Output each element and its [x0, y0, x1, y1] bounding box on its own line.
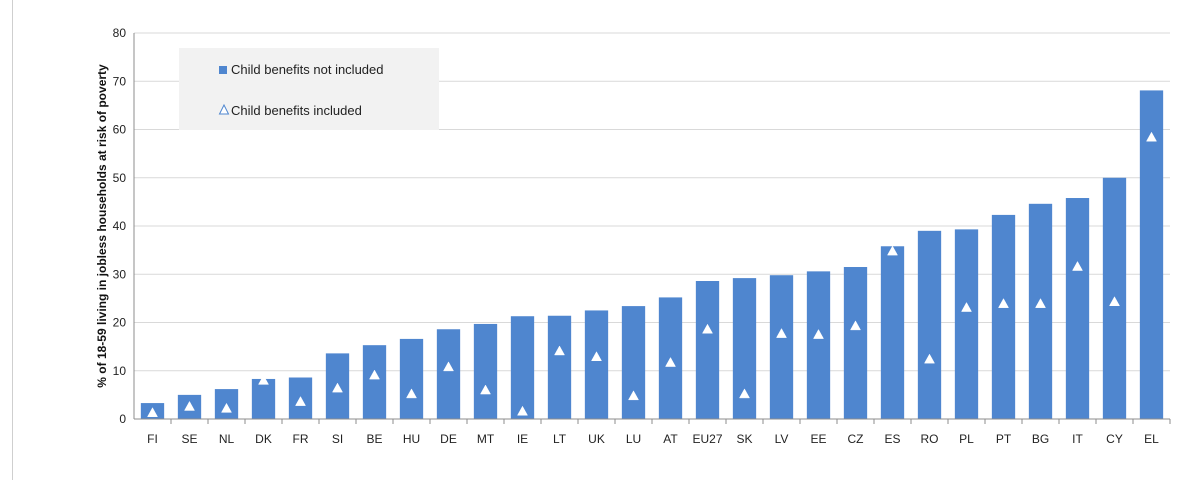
- bar-lv: [769, 275, 794, 419]
- x-tick-label: PL: [959, 432, 974, 446]
- marker-fi: [147, 407, 158, 417]
- marker-at: [665, 357, 676, 367]
- y-tick-label: 80: [113, 26, 127, 40]
- y-tick-label: 10: [113, 364, 127, 378]
- bar-es: [880, 246, 905, 419]
- bar-mt: [473, 323, 498, 419]
- x-tick-label: BE: [366, 432, 382, 446]
- legend-triangle-icon: [218, 103, 230, 115]
- legend-box: [179, 48, 439, 130]
- bar-cz: [843, 267, 868, 419]
- marker-cz: [850, 320, 861, 331]
- x-tick-label: EE: [810, 432, 826, 446]
- x-tick-label: EL: [1144, 432, 1159, 446]
- legend: Child benefits not included Child benefi…: [179, 48, 439, 130]
- marker-ro: [924, 353, 935, 364]
- marker-series: [147, 131, 1157, 417]
- y-axis-label: % of 18-59 living in jobless households …: [95, 64, 109, 388]
- marker-es: [887, 245, 898, 256]
- marker-ee: [813, 329, 824, 339]
- x-axis-ticks: FI SE NL DK FR SI BE HU DE MT IE LT UK LU AT EU27 SK LV EE…: [147, 419, 1171, 446]
- marker-se: [184, 400, 195, 411]
- x-tick-label: MT: [477, 432, 495, 446]
- bar-eu27: [695, 281, 720, 419]
- x-tick-label: PT: [996, 432, 1012, 446]
- y-tick-label: 40: [113, 219, 127, 233]
- x-tick-label: FR: [293, 432, 309, 446]
- x-tick-label: LV: [775, 432, 789, 446]
- bar-pl: [954, 229, 979, 419]
- x-tick-label: LT: [553, 432, 567, 446]
- marker-lt: [554, 345, 565, 356]
- marker-eu27: [702, 323, 713, 334]
- marker-it: [1072, 261, 1083, 271]
- x-tick-label: AT: [663, 432, 678, 446]
- legend-label-markers: Child benefits included: [231, 103, 362, 118]
- x-tick-label: RO: [921, 432, 939, 446]
- bar-pt: [991, 214, 1016, 419]
- x-tick-label: SE: [181, 432, 197, 446]
- legend-bar-swatch: [219, 66, 227, 74]
- bar-ee: [806, 271, 831, 419]
- x-tick-label: ES: [884, 432, 900, 446]
- marker-el: [1146, 131, 1157, 142]
- y-tick-label: 30: [113, 267, 127, 281]
- y-tick-label: 20: [113, 316, 127, 330]
- marker-pt: [998, 298, 1009, 308]
- y-tick-label: 50: [113, 171, 127, 185]
- marker-nl: [221, 402, 232, 413]
- x-tick-label: FI: [147, 432, 158, 446]
- marker-lu: [628, 390, 639, 401]
- marker-ie: [517, 405, 528, 416]
- marker-hu: [406, 388, 417, 399]
- marker-bg: [1035, 298, 1046, 308]
- x-tick-label: IT: [1072, 432, 1083, 446]
- x-tick-label: NL: [219, 432, 235, 446]
- marker-sk: [739, 388, 750, 399]
- bar-it: [1065, 198, 1090, 419]
- bar-dk: [251, 378, 276, 419]
- bar-uk: [584, 310, 609, 419]
- x-tick-label: SI: [332, 432, 343, 446]
- x-tick-label: IE: [517, 432, 528, 446]
- marker-be: [369, 369, 380, 380]
- x-tick-label: HU: [403, 432, 420, 446]
- marker-dk: [258, 374, 269, 385]
- bar-el: [1139, 90, 1164, 419]
- x-tick-label: DE: [440, 432, 457, 446]
- bar-hu: [399, 338, 424, 419]
- marker-uk: [591, 351, 602, 362]
- marker-si: [332, 382, 343, 393]
- bar-be: [362, 345, 387, 419]
- marker-pl: [961, 302, 972, 312]
- x-tick-label: CY: [1106, 432, 1123, 446]
- bar-lt: [547, 315, 572, 419]
- x-tick-label: BG: [1032, 432, 1049, 446]
- bar-bg: [1028, 203, 1053, 419]
- bar-de: [436, 329, 461, 419]
- y-tick-label: 70: [113, 74, 127, 88]
- marker-mt: [480, 384, 491, 395]
- marker-fr: [295, 396, 306, 406]
- frame-border-line: [12, 0, 13, 480]
- x-tick-label: SK: [736, 432, 752, 446]
- bar-ro: [917, 230, 942, 419]
- x-tick-label: EU27: [692, 432, 722, 446]
- bar-sk: [732, 278, 757, 419]
- bar-ie: [510, 316, 535, 419]
- marker-de: [443, 361, 454, 372]
- y-tick-label: 60: [113, 123, 127, 137]
- marker-lv: [776, 328, 787, 338]
- y-tick-label: 0: [119, 412, 126, 426]
- x-tick-label: LU: [626, 432, 641, 446]
- x-tick-label: DK: [255, 432, 272, 446]
- x-tick-label: CZ: [848, 432, 864, 446]
- bar-series: [140, 90, 1164, 419]
- x-tick-label: UK: [588, 432, 605, 446]
- y-axis-ticks: 0 10 20 30 40 50 60 70 80: [113, 26, 127, 426]
- legend-label-bars: Child benefits not included: [231, 62, 384, 77]
- marker-cy: [1109, 296, 1120, 307]
- bar-lu: [621, 306, 646, 419]
